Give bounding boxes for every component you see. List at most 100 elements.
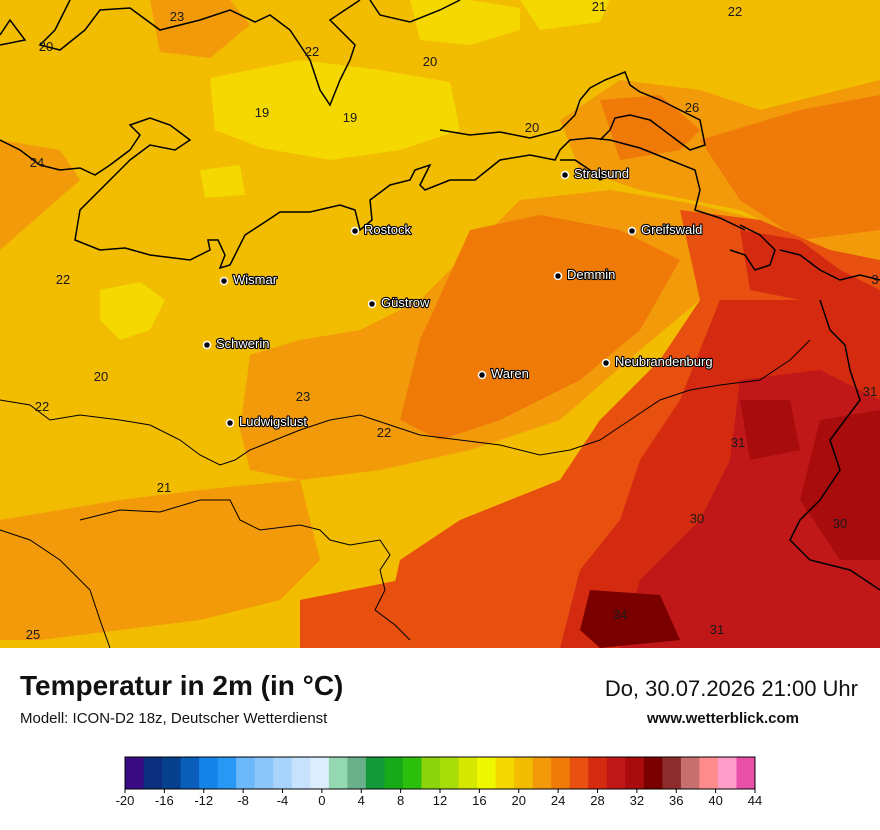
legend-tick-label: 24: [551, 793, 565, 808]
legend-swatch: [347, 757, 367, 789]
city-stralsund: Stralsund: [560, 165, 630, 182]
city-ludwigslust: Ludwigslust: [225, 413, 308, 430]
legend-swatch: [199, 757, 219, 789]
map-title: Temperatur in 2m (in °C): [20, 670, 344, 701]
legend-tick-label: 44: [748, 793, 762, 808]
value-label: 19: [255, 105, 269, 120]
legend-swatch: [273, 757, 293, 789]
model-source: Modell: ICON-D2 18z, Deutscher Wetterdie…: [20, 710, 328, 727]
legend-swatch: [143, 757, 163, 789]
city-dot-icon: [219, 276, 229, 286]
legend-swatch: [236, 757, 256, 789]
value-label: 22: [728, 4, 742, 19]
value-label: 30: [690, 511, 704, 526]
value-label: 20: [525, 120, 539, 135]
value-label: 31: [863, 384, 877, 399]
website-link[interactable]: www.wetterblick.com: [647, 710, 799, 727]
legend-swatch: [588, 757, 608, 789]
value-label: 3: [871, 272, 878, 287]
legend-swatch: [717, 757, 737, 789]
legend-swatch: [365, 757, 385, 789]
legend-swatch: [402, 757, 422, 789]
legend-swatch: [125, 757, 145, 789]
state-borders: [0, 339, 811, 648]
city-dot-icon: [477, 370, 487, 380]
value-label: 23: [296, 389, 310, 404]
city-dot-icon: [627, 226, 637, 236]
value-label: 30: [833, 516, 847, 531]
city-label: Greifswald: [641, 222, 702, 237]
city-label: Wismar: [233, 272, 278, 287]
value-label: 31: [731, 435, 745, 450]
temperature-field: [0, 0, 880, 648]
city-rostock: Rostock: [350, 221, 413, 238]
city-dot-icon: [560, 170, 570, 180]
value-label: 23: [170, 9, 184, 24]
city-wismar: Wismar: [219, 271, 279, 288]
city-neubrandenburg: Neubrandenburg: [601, 353, 714, 370]
coastline: [0, 0, 880, 591]
legend-tick-label: -12: [194, 793, 213, 808]
legend-swatch: [495, 757, 515, 789]
legend-swatch: [458, 757, 478, 789]
legend-swatch: [328, 757, 348, 789]
legend-swatches: [124, 756, 756, 790]
city-güstrow: Güstrow: [367, 294, 431, 311]
value-label: 25: [26, 627, 40, 642]
legend-tick-label: 28: [590, 793, 604, 808]
legend-swatch: [254, 757, 274, 789]
value-label: 19: [343, 110, 357, 125]
legend-swatch: [310, 757, 330, 789]
city-dot-icon: [553, 271, 563, 281]
legend-tick-label: -16: [155, 793, 174, 808]
city-label: Güstrow: [381, 295, 430, 310]
legend-tick-label: 40: [708, 793, 722, 808]
legend-swatch: [643, 757, 663, 789]
legend-swatch: [180, 757, 200, 789]
city-label: Stralsund: [574, 166, 629, 181]
legend-swatch: [440, 757, 460, 789]
legend-tick-label: -4: [277, 793, 289, 808]
legend-swatch: [514, 757, 534, 789]
legend-swatch: [217, 757, 237, 789]
value-label: 21: [592, 0, 606, 14]
legend-tick-label: -8: [237, 793, 249, 808]
legend-swatch: [551, 757, 571, 789]
legend-swatch: [477, 757, 497, 789]
city-greifswald: Greifswald: [627, 221, 704, 238]
city-label: Neubrandenburg: [615, 354, 713, 369]
legend-swatch: [569, 757, 589, 789]
legend-tick-label: 8: [397, 793, 404, 808]
value-label: 24: [30, 155, 44, 170]
legend-swatch: [736, 757, 756, 789]
city-waren: Waren: [477, 365, 530, 382]
legend-swatch: [162, 757, 182, 789]
legend-swatch: [421, 757, 441, 789]
value-label: 20: [94, 369, 108, 384]
valid-time: Do, 30.07.2026 21:00 Uhr: [604, 676, 858, 701]
legend-swatch: [606, 757, 626, 789]
legend-tick-label: 36: [669, 793, 683, 808]
legend-swatch: [662, 757, 682, 789]
value-label: 22: [377, 425, 391, 440]
value-label: 22: [35, 399, 49, 414]
value-label: 31: [710, 622, 724, 637]
value-labels: 23 20 22 20 21 22 19 19 20 26 24 22 20 22 23 22 31 31 3 21 3…: [26, 0, 879, 642]
value-label: 26: [685, 100, 699, 115]
city-dot-icon: [601, 358, 611, 368]
color-legend: -20 -16 -12 -8 -4 0 4 8 12 16 20 24 28 32 36 40 44: [116, 756, 762, 808]
city-dot-icon: [225, 418, 235, 428]
city-demmin: Demmin: [553, 266, 617, 283]
city-dot-icon: [367, 299, 377, 309]
legend-tick-label: 12: [433, 793, 447, 808]
legend-swatch: [625, 757, 645, 789]
city-schwerin: Schwerin: [202, 335, 271, 352]
city-label: Schwerin: [216, 336, 269, 351]
legend-tick-label: 32: [630, 793, 644, 808]
value-label: 34: [613, 607, 627, 622]
legend-swatch: [699, 757, 719, 789]
legend-tick-label: 4: [358, 793, 365, 808]
legend-tick-label: 0: [318, 793, 325, 808]
value-label: 21: [157, 480, 171, 495]
legend-swatch: [680, 757, 700, 789]
